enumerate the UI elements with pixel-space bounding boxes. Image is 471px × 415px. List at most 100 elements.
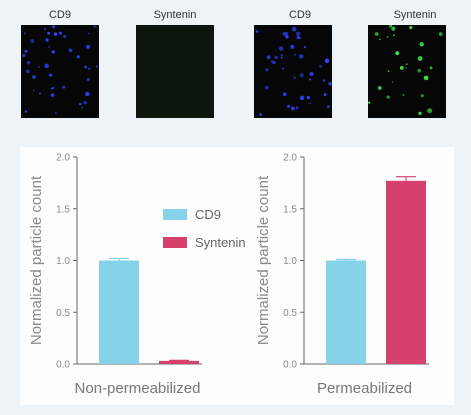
x-axis-label: Permeabilized xyxy=(317,380,412,397)
fluorescent-particle xyxy=(45,38,49,42)
bar-chart-panel: 0.0 0.5 1.0 1.5 2.0 Normalized particle count… xyxy=(20,147,454,405)
fluorescent-particle xyxy=(44,27,47,30)
fluorescent-particle xyxy=(290,44,295,49)
fluorescent-particle xyxy=(88,32,90,35)
fluorescent-particle xyxy=(395,51,400,56)
legend-swatch-cd9 xyxy=(163,209,187,220)
image-label-syntenin-nonperm: Syntenin xyxy=(153,9,197,21)
fluorescent-particle xyxy=(438,32,443,36)
fluorescent-particle xyxy=(374,32,379,36)
fluorescent-particle xyxy=(409,25,413,30)
fluorescent-particle xyxy=(274,55,278,60)
fluorescent-particle xyxy=(48,46,50,48)
fluorescent-particle xyxy=(405,63,408,66)
fluorescent-particle xyxy=(291,26,297,32)
fluorescent-particle xyxy=(419,42,424,47)
microscopy-image-cd9-perm xyxy=(254,25,332,118)
legend-label-syntenin: Syntenin xyxy=(195,235,246,250)
fluorescent-particle xyxy=(309,71,314,77)
fluorescent-particle xyxy=(391,81,394,83)
fluorescent-particle xyxy=(84,65,88,69)
image-label-syntenin-perm: Syntenin xyxy=(393,9,437,21)
fluorescent-particle xyxy=(417,68,422,73)
fluorescent-particle xyxy=(51,25,56,29)
fluorescent-particle xyxy=(386,36,389,38)
fluorescent-particle xyxy=(309,78,311,81)
fluorescent-particle xyxy=(51,50,55,54)
fluorescent-particle xyxy=(319,64,323,68)
fluorescent-particle xyxy=(83,101,87,105)
y-tick-label: 0.5 xyxy=(56,308,70,319)
fluorescent-particle xyxy=(44,63,49,69)
fluorescent-particle xyxy=(295,106,299,110)
chart-permeabilized: 0.0 0.5 1.0 1.5 2.0 Normalized particle count… xyxy=(255,153,429,397)
fluorescent-particle xyxy=(264,85,269,90)
fluorescent-particle xyxy=(279,46,284,51)
fluorescent-particle xyxy=(392,34,395,37)
fluorescent-particle xyxy=(418,111,422,115)
fluorescent-particle xyxy=(291,106,295,111)
fluorescent-particle xyxy=(378,86,382,90)
fluorescent-particle xyxy=(259,113,263,116)
fluorescent-particle xyxy=(81,106,84,109)
fluorescent-particle xyxy=(24,110,27,113)
fluorescent-particle xyxy=(23,32,26,35)
fluorescent-particle xyxy=(85,91,90,97)
fluorescent-particle xyxy=(285,35,289,39)
fluorescent-particle xyxy=(296,35,300,39)
fluorescent-particle xyxy=(49,73,53,77)
fluorescent-particle xyxy=(399,66,404,70)
chart-non-permeabilized: 0.0 0.5 1.0 1.5 2.0 Normalized particle count… xyxy=(28,153,202,397)
fluorescent-particle xyxy=(86,78,90,81)
fluorescent-particle xyxy=(63,34,67,39)
fluorescent-particle xyxy=(280,56,283,59)
y-tick-label: 2.0 xyxy=(56,153,70,164)
legend-label-cd9: CD9 xyxy=(195,207,221,222)
x-axis-label: Non-permeabilized xyxy=(75,380,201,397)
microscopy-image-cd9-nonperm xyxy=(21,25,99,118)
fluorescent-particle xyxy=(322,79,326,82)
fluorescent-particle xyxy=(22,53,26,58)
y-tick-label: 2.0 xyxy=(283,153,297,164)
fluorescent-particle xyxy=(306,96,310,100)
fluorescent-particle xyxy=(391,26,396,31)
fluorescent-particle xyxy=(293,76,296,79)
chart-legend: CD9 Syntenin xyxy=(163,207,246,250)
fluorescent-particle xyxy=(93,25,96,28)
fluorescent-particle xyxy=(24,49,28,53)
fluorescent-particle xyxy=(86,45,90,49)
fluorescent-particle xyxy=(282,92,287,97)
fluorescent-particle xyxy=(280,54,283,57)
y-tick-label: 1.0 xyxy=(283,256,297,267)
fluorescent-particle xyxy=(50,93,55,97)
fluorescent-particle xyxy=(387,70,390,73)
fluorescent-particle xyxy=(423,75,429,81)
microscopy-image-syntenin-perm xyxy=(368,25,446,118)
fluorescent-particle xyxy=(427,108,433,114)
y-axis-label: Normalized particle count xyxy=(255,175,272,345)
fluorescent-particle xyxy=(309,102,312,105)
fluorescent-particle xyxy=(53,32,58,36)
fluorescent-particle xyxy=(47,31,50,35)
fluorescent-particle xyxy=(323,93,327,96)
fluorescent-particle xyxy=(32,75,36,79)
fluorescent-particle xyxy=(299,95,305,101)
fluorescent-particle xyxy=(429,66,433,70)
y-tick-label: 1.5 xyxy=(283,204,297,215)
fluorescent-particle xyxy=(294,53,297,56)
y-axis-label: Normalized particle count xyxy=(28,175,45,345)
fluorescent-particle xyxy=(25,69,30,74)
fluorescent-particle xyxy=(299,54,304,59)
bar-syntenin xyxy=(386,180,426,364)
bar-cd9 xyxy=(99,260,139,364)
image-label-cd9-perm: CD9 xyxy=(288,9,311,21)
fluorescent-particle xyxy=(420,94,424,98)
fluorescent-particle xyxy=(38,92,42,95)
fluorescent-particle xyxy=(68,48,73,53)
fluorescent-particle xyxy=(54,112,57,114)
fluorescent-particle xyxy=(79,102,82,106)
fluorescent-particle xyxy=(287,104,291,108)
fluorescent-particle xyxy=(405,66,407,69)
fluorescent-particle xyxy=(95,65,98,68)
fluorescent-particle xyxy=(379,38,381,41)
